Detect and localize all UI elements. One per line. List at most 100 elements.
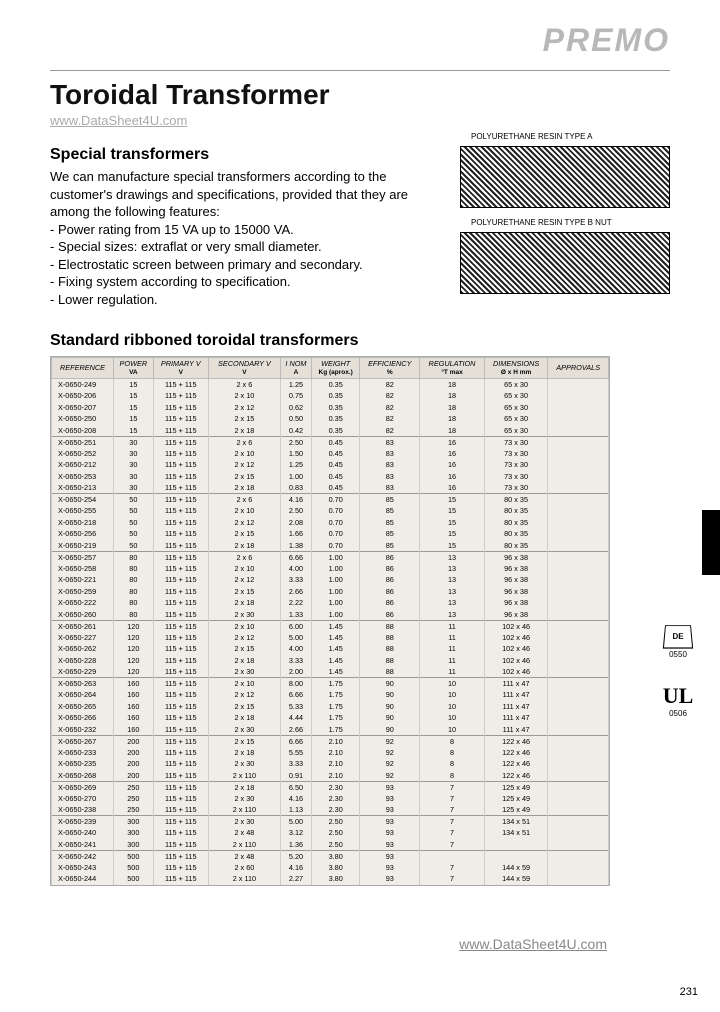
table-cell: 0.35 bbox=[312, 425, 360, 437]
table-header-row: REFERENCEPOWERVAPRIMARY VVSECONDARY VVI … bbox=[52, 358, 609, 379]
table-cell: 2 x 48 bbox=[208, 827, 280, 839]
table-cell: 30 bbox=[114, 459, 154, 471]
table-row: X-0650-26080115 + 1152 x 301.331.0086139… bbox=[52, 609, 609, 621]
table-cell: 2 x 10 bbox=[208, 678, 280, 690]
table-cell: 160 bbox=[114, 678, 154, 690]
table-cell: 2 x 110 bbox=[208, 839, 280, 851]
table-row: X-0650-25650115 + 1152 x 151.660.7085158… bbox=[52, 528, 609, 540]
table-cell: 1.00 bbox=[312, 574, 360, 586]
table-cell: 93 bbox=[360, 839, 420, 851]
table-cell bbox=[548, 528, 609, 540]
table-row: X-0650-269250115 + 1152 x 186.502.309371… bbox=[52, 781, 609, 793]
table-cell: 115 + 115 bbox=[153, 482, 208, 494]
diagram-type-b: POLYURETHANE RESIN TYPE B NUT bbox=[460, 232, 670, 294]
table-row: X-0650-20715115 + 1152 x 120.620.3582186… bbox=[52, 402, 609, 414]
table-cell: 1.00 bbox=[312, 586, 360, 598]
table-cell: 0.45 bbox=[312, 448, 360, 460]
table-cell: 10 bbox=[420, 712, 485, 724]
table-cell: X-0650-260 bbox=[52, 609, 114, 621]
table-cell: X-0650-242 bbox=[52, 850, 114, 862]
table-cell: 1.25 bbox=[280, 459, 311, 471]
bullet-item: - Special sizes: extraflat or very small… bbox=[50, 238, 440, 256]
table-cell: 85 bbox=[360, 540, 420, 552]
diagram-a-label: POLYURETHANE RESIN TYPE A bbox=[469, 132, 595, 141]
table-cell: 2 x 12 bbox=[208, 632, 280, 644]
table-cell: X-0650-269 bbox=[52, 781, 114, 793]
table-cell: X-0650-261 bbox=[52, 620, 114, 632]
section-tab bbox=[702, 510, 720, 575]
table-cell bbox=[548, 689, 609, 701]
table-cell: 0.91 bbox=[280, 770, 311, 782]
table-cell: 5.33 bbox=[280, 701, 311, 713]
table-cell: X-0650-268 bbox=[52, 770, 114, 782]
table-heading: Standard ribboned toroidal transformers bbox=[50, 332, 670, 350]
ul-mark-icon: UL bbox=[658, 683, 698, 709]
table-cell: 96 x 38 bbox=[484, 609, 548, 621]
table-cell: 3.33 bbox=[280, 574, 311, 586]
table-cell: 120 bbox=[114, 632, 154, 644]
datasheet-page: PREMO Toroidal Transformer www.DataSheet… bbox=[0, 0, 720, 1012]
table-cell: 85 bbox=[360, 517, 420, 529]
table-cell bbox=[548, 436, 609, 448]
table-cell: 83 bbox=[360, 459, 420, 471]
table-cell: X-0650-255 bbox=[52, 505, 114, 517]
watermark-link[interactable]: www.DataSheet4U.com bbox=[50, 113, 670, 128]
table-cell: 15 bbox=[114, 425, 154, 437]
table-cell: 2 x 12 bbox=[208, 402, 280, 414]
table-cell: 1.45 bbox=[312, 666, 360, 678]
table-cell: 4.44 bbox=[280, 712, 311, 724]
table-cell bbox=[548, 609, 609, 621]
table-cell: 115 + 115 bbox=[153, 873, 208, 885]
table-cell: 122 x 46 bbox=[484, 747, 548, 759]
table-cell: 500 bbox=[114, 873, 154, 885]
table-row: X-0650-24915115 + 1152 x 61.250.35821865… bbox=[52, 379, 609, 391]
table-row: X-0650-240300115 + 1152 x 483.122.509371… bbox=[52, 827, 609, 839]
table-cell: 80 x 35 bbox=[484, 528, 548, 540]
table-cell: 2 x 10 bbox=[208, 563, 280, 575]
table-cell: 0.83 bbox=[280, 482, 311, 494]
table-cell: X-0650-219 bbox=[52, 540, 114, 552]
table-cell: 86 bbox=[360, 563, 420, 575]
table-cell: 200 bbox=[114, 735, 154, 747]
table-cell: 102 x 46 bbox=[484, 655, 548, 667]
table-cell: 2 x 12 bbox=[208, 517, 280, 529]
table-cell bbox=[548, 482, 609, 494]
table-cell: 7 bbox=[420, 793, 485, 805]
table-cell bbox=[548, 770, 609, 782]
table-cell: 115 + 115 bbox=[153, 839, 208, 851]
table-cell: 85 bbox=[360, 505, 420, 517]
table-cell: 0.35 bbox=[312, 402, 360, 414]
table-row: X-0650-20815115 + 1152 x 180.420.3582186… bbox=[52, 425, 609, 437]
table-cell: 86 bbox=[360, 597, 420, 609]
table-row: X-0650-22180115 + 1152 x 123.331.0086139… bbox=[52, 574, 609, 586]
table-cell: 160 bbox=[114, 701, 154, 713]
table-row: X-0650-268200115 + 1152 x 1100.912.10928… bbox=[52, 770, 609, 782]
table-cell: 3.80 bbox=[312, 850, 360, 862]
special-text: Special transformers We can manufacture … bbox=[50, 146, 440, 318]
table-cell bbox=[548, 712, 609, 724]
table-cell: 1.00 bbox=[312, 563, 360, 575]
table-cell: 1.38 bbox=[280, 540, 311, 552]
table-row: X-0650-21850115 + 1152 x 122.080.7085158… bbox=[52, 517, 609, 529]
table-cell: 90 bbox=[360, 689, 420, 701]
table-cell: 8 bbox=[420, 747, 485, 759]
table-cell bbox=[548, 758, 609, 770]
watermark-link-2[interactable]: www.DataSheet4U.com bbox=[456, 936, 610, 952]
table-cell: 0.45 bbox=[312, 459, 360, 471]
table-cell: X-0650-251 bbox=[52, 436, 114, 448]
table-cell: 120 bbox=[114, 655, 154, 667]
table-cell: 2 x 15 bbox=[208, 471, 280, 483]
table-cell: X-0650-259 bbox=[52, 586, 114, 598]
table-cell: 96 x 38 bbox=[484, 597, 548, 609]
table-cell: 2 x 10 bbox=[208, 448, 280, 460]
table-cell: 1.00 bbox=[312, 609, 360, 621]
table-cell: 92 bbox=[360, 735, 420, 747]
table-cell: 15 bbox=[420, 494, 485, 506]
table-cell: 73 x 30 bbox=[484, 436, 548, 448]
table-cell: 200 bbox=[114, 747, 154, 759]
table-cell: 115 + 115 bbox=[153, 517, 208, 529]
table-cell: 83 bbox=[360, 482, 420, 494]
table-cell: 1.45 bbox=[312, 655, 360, 667]
table-cell bbox=[548, 781, 609, 793]
table-cell: 7 bbox=[420, 839, 485, 851]
